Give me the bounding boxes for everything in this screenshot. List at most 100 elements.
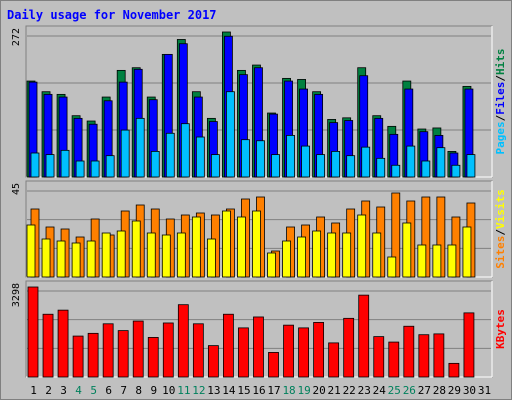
- sites-bar: [252, 210, 261, 278]
- pages-bar: [226, 91, 235, 178]
- pages-bar: [75, 160, 85, 178]
- sites-bar: [447, 244, 457, 278]
- kbytes-bar: [57, 309, 69, 378]
- pages-bar: [256, 140, 265, 178]
- day-tick-label: 1: [30, 384, 37, 397]
- legend-separator: /: [494, 229, 507, 236]
- kbytes-bar: [132, 320, 144, 378]
- pages-bar: [241, 139, 250, 178]
- day-tick-label: 8: [135, 384, 142, 397]
- sites-bar: [56, 240, 66, 278]
- pages-bar: [210, 154, 220, 178]
- kbytes-bar: [268, 352, 279, 378]
- sites-bar: [71, 242, 81, 278]
- sites-bar: [372, 232, 382, 278]
- day-tick-label: 21: [328, 384, 341, 397]
- sites-bar: [462, 226, 472, 278]
- kbytes-bar: [358, 294, 370, 378]
- pages-bar: [135, 117, 145, 178]
- kbytes-bar: [42, 313, 54, 378]
- sites-bar: [312, 230, 322, 278]
- day-tick-label: 20: [313, 384, 326, 397]
- kbytes-bar: [343, 317, 355, 378]
- sites-bar: [26, 224, 36, 278]
- pages-bar: [346, 155, 356, 178]
- pages-bar: [286, 135, 295, 178]
- kbytes-bar: [283, 324, 294, 378]
- pages-bar: [331, 151, 341, 178]
- day-tick-label: 28: [433, 384, 446, 397]
- day-tick-label: 9: [150, 384, 157, 397]
- pages-bar: [150, 151, 160, 178]
- day-tick-label: 22: [343, 384, 356, 397]
- pages-bar: [165, 132, 175, 178]
- chart-title: Daily usage for November 2017: [7, 8, 217, 22]
- pages-bar: [60, 149, 70, 178]
- sites-bar: [432, 244, 442, 278]
- kbytes-bar: [117, 330, 129, 378]
- day-tick-label: 13: [207, 384, 220, 397]
- sites-bar: [41, 238, 51, 278]
- day-tick-label: 19: [297, 384, 310, 397]
- legend-group: Pages/Files/Hits: [494, 49, 507, 155]
- day-tick-label: 14: [222, 384, 236, 397]
- kbytes-bar: [87, 332, 99, 378]
- legend-item-visits: Visits: [494, 189, 507, 229]
- kbytes-bar: [192, 323, 204, 378]
- panel-max-label: 272: [11, 28, 22, 46]
- pages-bar: [271, 154, 280, 178]
- legend-text: KBytes: [494, 309, 507, 349]
- sites-bar: [342, 232, 352, 278]
- kbytes-bar: [313, 322, 325, 378]
- kbytes-bar: [102, 323, 114, 378]
- sites-bar: [327, 232, 337, 278]
- kbytes-bar: [388, 341, 400, 378]
- day-tick-label: 18: [282, 384, 295, 397]
- kbytes-bar: [463, 312, 475, 378]
- kbytes-bar: [298, 327, 309, 378]
- day-tick-label: 24: [373, 384, 387, 397]
- day-tick-label: 4: [75, 384, 82, 397]
- day-tick-label: 27: [418, 384, 431, 397]
- pages-bar: [436, 147, 446, 178]
- pages-bar: [421, 160, 431, 178]
- kbytes-bar: [223, 313, 234, 378]
- sites-bar: [357, 214, 367, 278]
- pages-bar: [316, 154, 326, 178]
- kbytes-bar: [177, 304, 189, 378]
- pages-bar: [391, 164, 401, 178]
- day-tick-label: 3: [60, 384, 67, 397]
- pages-bar: [90, 160, 100, 178]
- legend-item-sites: Sites: [494, 236, 507, 269]
- panel-max-label: 45: [11, 183, 22, 195]
- day-tick-label: 10: [162, 384, 175, 397]
- pages-bar: [301, 145, 310, 178]
- day-tick-label: 31: [478, 384, 491, 397]
- sites-bar: [282, 240, 291, 278]
- day-tick-label: 12: [192, 384, 205, 397]
- kbytes-bar: [253, 316, 264, 378]
- day-tick-label: 2: [45, 384, 52, 397]
- pages-bar: [451, 164, 461, 178]
- sites-bar: [387, 256, 397, 278]
- kbytes-bar: [238, 327, 249, 378]
- legend-item-pages: Pages: [494, 121, 507, 154]
- day-tick-label: 26: [403, 384, 416, 397]
- day-tick-label: 15: [237, 384, 250, 397]
- kbytes-bar: [147, 337, 159, 378]
- kbytes-bar: [433, 333, 445, 378]
- pages-bar: [195, 136, 205, 178]
- legend-separator: /: [494, 75, 507, 82]
- pages-bar: [361, 146, 371, 178]
- day-tick-label: 23: [358, 384, 371, 397]
- day-tick-label: 7: [120, 384, 127, 397]
- kbytes-bar: [162, 322, 174, 378]
- pages-bar: [45, 154, 55, 178]
- day-tick-label: 17: [267, 384, 280, 397]
- legend-text: Sites/Visits: [494, 189, 507, 269]
- day-tick-label: 16: [252, 384, 265, 397]
- sites-bar: [116, 230, 126, 278]
- sites-bar: [417, 244, 427, 278]
